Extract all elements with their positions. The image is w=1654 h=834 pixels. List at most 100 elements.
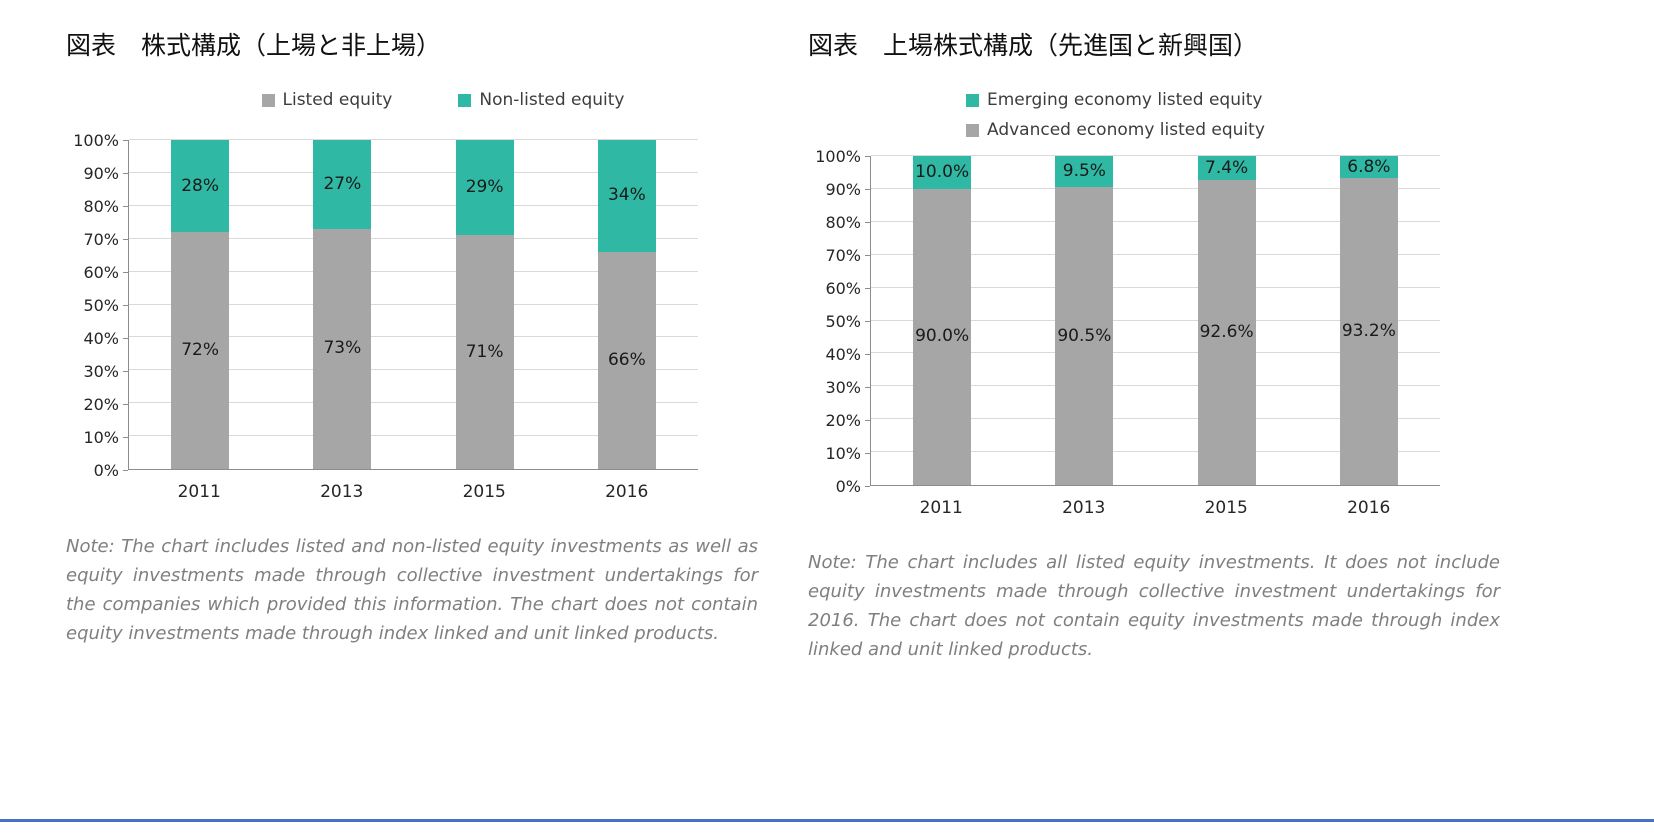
legend-item: Listed equity bbox=[261, 90, 393, 110]
bar-segment: 72% bbox=[171, 232, 230, 469]
bar-2011: 72% 28% bbox=[171, 140, 230, 469]
bar-2013: 90.5% 9.5% bbox=[1055, 156, 1114, 485]
gridline bbox=[871, 286, 1440, 288]
chart-note: Note: The chart includes listed and non-… bbox=[66, 536, 758, 645]
x-axis-label: 2016 bbox=[605, 482, 649, 502]
chart-note: Note: The chart includes all listed equi… bbox=[808, 552, 1500, 661]
gridline bbox=[871, 319, 1440, 321]
bar-segment: 90.5% bbox=[1055, 187, 1114, 485]
gridline bbox=[129, 402, 698, 404]
bar-segment: 71% bbox=[455, 235, 514, 469]
bar-segment: 10.0% bbox=[913, 156, 972, 189]
bar-slot: 73% 27% bbox=[271, 140, 413, 469]
x-axis-label: 2011 bbox=[177, 482, 221, 502]
legend-label: Emerging economy listed equity bbox=[987, 90, 1263, 110]
bar-segment: 7.4% bbox=[1197, 156, 1256, 181]
legend-item: Non-listed equity bbox=[458, 90, 624, 110]
bar-value-label: 10.0% bbox=[915, 161, 970, 182]
x-axis: 2011 2013 2015 2016 bbox=[870, 498, 1440, 518]
bar-value-label: 92.6% bbox=[1199, 322, 1254, 343]
gridline bbox=[129, 139, 698, 140]
x-axis-label: 2011 bbox=[919, 498, 963, 518]
legend-swatch bbox=[966, 123, 979, 137]
chart-title: 図表 株式構成（上場と非上場） bbox=[66, 31, 442, 60]
footer-divider bbox=[0, 819, 1654, 822]
bar-value-label: 7.4% bbox=[1205, 157, 1249, 178]
x-axis-label: 2013 bbox=[1062, 498, 1106, 518]
plot-area: 72% 28% 73% 27% 71% 29% 66% 34% bbox=[128, 139, 698, 470]
chart-area: 100% 90% 80% 70% 60% 50% 40% 30% 20% 10% 0% 72% 28%… bbox=[66, 131, 758, 502]
bar-segment: 6.8% bbox=[1339, 156, 1398, 179]
bar-slot: 92.6% 7.4% bbox=[1156, 156, 1298, 485]
gridline bbox=[129, 336, 698, 338]
bar-slot: 93.2% 6.8% bbox=[1298, 156, 1440, 485]
plot-wrap: 90.0% 10.0% 90.5% 9.5% 92.6% 7.4% 93.2% 6.8% 20… bbox=[870, 155, 1440, 518]
gridline bbox=[871, 253, 1440, 255]
bar-slot: 90.5% 9.5% bbox=[1013, 156, 1155, 485]
gridline bbox=[129, 369, 698, 371]
bar-value-label: 28% bbox=[181, 175, 220, 196]
chart-advanced-vs-emerging: 図表 上場株式構成（先進国と新興国） Emerging economy list… bbox=[808, 26, 1500, 665]
gridline bbox=[871, 187, 1440, 189]
gridline bbox=[871, 155, 1440, 156]
gridline bbox=[129, 303, 698, 305]
bar-segment: 28% bbox=[171, 140, 230, 233]
bar-segment: 9.5% bbox=[1055, 156, 1114, 188]
gridline bbox=[871, 451, 1440, 453]
legend: Listed equity Non-listed equity bbox=[66, 90, 758, 110]
bar-segment: 90.0% bbox=[913, 188, 972, 485]
gridline bbox=[129, 237, 698, 239]
plot-wrap: 72% 28% 73% 27% 71% 29% 66% 34% 2011 2013 2015 201… bbox=[128, 139, 698, 502]
bar-value-label: 93.2% bbox=[1341, 321, 1396, 342]
charts-row: 図表 株式構成（上場と非上場） Listed equity Non-listed … bbox=[0, 0, 1654, 665]
bar-segment: 92.6% bbox=[1197, 180, 1256, 485]
x-axis-label: 2015 bbox=[462, 482, 506, 502]
gridline bbox=[129, 435, 698, 437]
x-axis-label: 2016 bbox=[1347, 498, 1391, 518]
bar-value-label: 27% bbox=[323, 173, 362, 194]
gridline bbox=[871, 385, 1440, 387]
bar-value-label: 6.8% bbox=[1347, 156, 1391, 177]
bar-2016: 66% 34% bbox=[597, 140, 656, 469]
bar-2011: 90.0% 10.0% bbox=[913, 156, 972, 485]
bar-value-label: 66% bbox=[607, 349, 646, 370]
gridline bbox=[871, 220, 1440, 222]
legend-label: Listed equity bbox=[282, 90, 393, 110]
bar-value-label: 73% bbox=[323, 338, 362, 359]
legend-swatch bbox=[261, 93, 275, 107]
legend: Emerging economy listed equity Advanced e… bbox=[808, 90, 1500, 140]
bar-segment: 29% bbox=[455, 140, 514, 236]
bar-value-label: 9.5% bbox=[1062, 161, 1106, 182]
x-axis-label: 2013 bbox=[320, 482, 364, 502]
bar-slot: 90.0% 10.0% bbox=[871, 156, 1013, 485]
y-axis: 100% 90% 80% 70% 60% 50% 40% 30% 20% 10% 0% bbox=[815, 146, 861, 496]
bar-value-label: 72% bbox=[181, 340, 220, 361]
chart-listed-vs-nonlisted: 図表 株式構成（上場と非上場） Listed equity Non-listed … bbox=[66, 26, 758, 665]
bar-slot: 71% 29% bbox=[414, 140, 556, 469]
bar-value-label: 34% bbox=[607, 185, 646, 206]
legend-label: Non-listed equity bbox=[479, 90, 625, 110]
bar-value-label: 29% bbox=[465, 177, 504, 198]
bar-value-label: 71% bbox=[465, 341, 504, 362]
bar-value-label: 90.0% bbox=[915, 326, 970, 347]
legend-swatch bbox=[966, 93, 979, 107]
legend-swatch bbox=[458, 93, 472, 107]
chart-area: 100% 90% 80% 70% 60% 50% 40% 30% 20% 10% 0% 90.0% 1… bbox=[808, 146, 1500, 518]
gridline bbox=[129, 171, 698, 173]
legend-label: Advanced economy listed equity bbox=[987, 120, 1265, 140]
bar-2015: 92.6% 7.4% bbox=[1197, 156, 1256, 485]
bar-segment: 34% bbox=[597, 140, 656, 252]
gridline bbox=[129, 204, 698, 206]
x-axis: 2011 2013 2015 2016 bbox=[128, 482, 698, 502]
bar-value-label: 90.5% bbox=[1057, 325, 1112, 346]
plot-area: 90.0% 10.0% 90.5% 9.5% 92.6% 7.4% 93.2% 6.8% bbox=[870, 155, 1440, 486]
bar-2013: 73% 27% bbox=[313, 140, 372, 469]
chart-title: 図表 上場株式構成（先進国と新興国） bbox=[808, 31, 1259, 60]
bar-segment: 27% bbox=[313, 140, 372, 229]
bar-segment: 73% bbox=[313, 228, 372, 469]
bar-slot: 66% 34% bbox=[556, 140, 698, 469]
gridline bbox=[129, 270, 698, 272]
gridline bbox=[871, 352, 1440, 354]
bar-2015: 71% 29% bbox=[455, 140, 514, 469]
